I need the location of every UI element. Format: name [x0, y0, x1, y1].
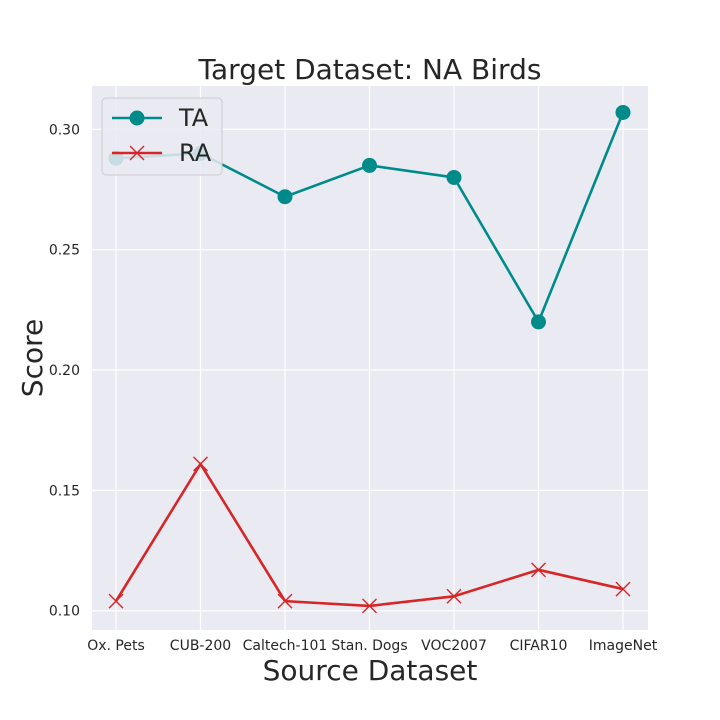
data-point-ra	[531, 562, 546, 578]
x-tick-label: Ox. Pets	[87, 638, 145, 654]
x-tick-label: Stan. Dogs	[331, 638, 407, 654]
x-tick-label: ImageNet	[589, 638, 658, 654]
x-tick-labels: Ox. Pets CUB-200 Caltech-101 Stan. Dogs VOC2…	[87, 638, 657, 654]
data-point-ta	[446, 169, 462, 185]
x-tick-label: Caltech-101	[243, 638, 328, 654]
y-tick-label: 0.20	[49, 363, 80, 379]
y-tick-label: 0.30	[49, 122, 80, 138]
legend-marker-ta	[129, 110, 145, 126]
x-tick-label: VOC2007	[421, 638, 487, 654]
legend: TA RA	[101, 97, 223, 176]
data-point-ta	[362, 157, 377, 173]
data-point-ra	[362, 598, 377, 614]
data-point-ra	[277, 593, 293, 609]
data-point-ra	[108, 593, 124, 609]
y-tick-label: 0.15	[49, 483, 80, 499]
data-point-ta	[615, 104, 631, 120]
x-axis-label: Source Dataset	[263, 654, 478, 687]
legend-marker-ra	[129, 145, 145, 161]
data-point-ta	[277, 189, 293, 205]
y-tick-label: 0.10	[49, 604, 80, 620]
data-point-ra	[193, 456, 208, 472]
y-tick-label: 0.25	[49, 243, 80, 259]
data-point-ra	[446, 588, 462, 604]
x-tick-label: CUB-200	[170, 638, 231, 654]
legend-label-ta: TA	[178, 104, 209, 132]
data-point-ra	[615, 581, 631, 597]
y-axis-label: Score	[16, 319, 49, 397]
chart-title: Target Dataset: NA Birds	[198, 53, 542, 86]
legend-label-ra: RA	[179, 139, 212, 167]
data-point-ta	[531, 314, 546, 330]
y-tick-labels: 0.10 0.15 0.20 0.25 0.30	[49, 122, 80, 619]
x-tick-label: CIFAR10	[510, 638, 568, 654]
